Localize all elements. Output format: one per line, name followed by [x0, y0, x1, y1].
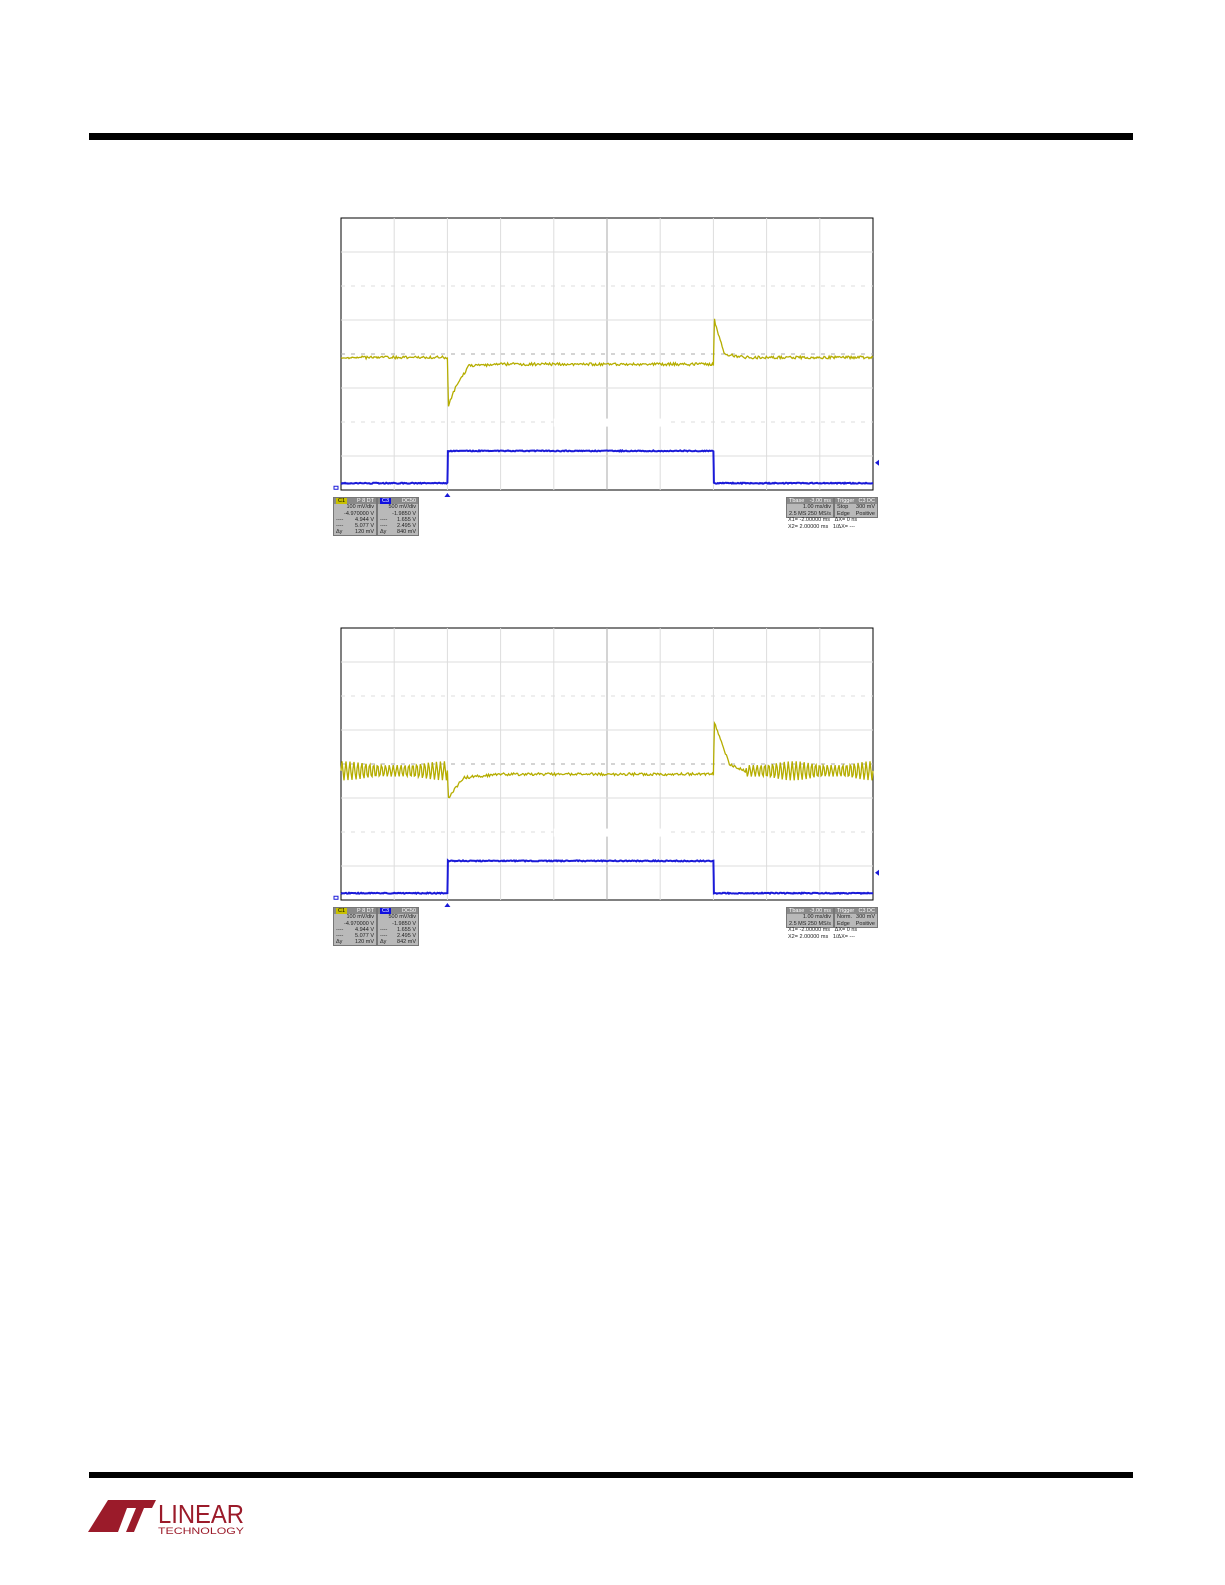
c1-dy: 120 mV	[355, 529, 374, 535]
c3-ground-marker-icon	[334, 486, 338, 489]
c3-dy: 840 mV	[397, 529, 416, 535]
top-rule	[89, 133, 1133, 140]
linear-technology-logo: LINEAR TECHNOLOGY	[88, 1496, 248, 1541]
timebase-rate: 250 MS/s	[808, 921, 831, 927]
trigger-panel: Trigger C3 DC Norm. 300 mV Edge Positive	[834, 907, 878, 928]
c3-dy: 842 mV	[397, 939, 416, 945]
label-mask	[554, 419, 665, 427]
trigger-level-marker-icon	[875, 460, 879, 466]
logo-subtext: TECHNOLOGY	[158, 1526, 244, 1536]
c3-dy-label: Δy	[380, 529, 386, 535]
c3-dy-label: Δy	[380, 939, 386, 945]
timebase-panel: Tbase -3.00 ms 1.00 ms/div 2.5 MS 250 MS/s	[786, 497, 834, 518]
trigger-type: Edge	[837, 511, 850, 517]
scope-capture-2: C1 P 8 DT 100 mV/div -4.970000 V ---- 4.94…	[332, 622, 892, 962]
trigger-time-marker-icon	[444, 493, 450, 497]
c1-tag: C1	[336, 908, 347, 914]
timebase-samples: 2.5 MS	[789, 511, 806, 517]
c1-info-panel: C1 P 8 DT 100 mV/div -4.970000 V ---- 4.94…	[333, 497, 377, 536]
trigger-slope: Positive	[856, 511, 875, 517]
c1-tag: C1	[336, 498, 347, 504]
trigger-level-marker-icon	[875, 870, 879, 876]
c1-info-panel: C1 P 8 DT 100 mV/div -4.970000 V ---- 4.94…	[333, 907, 377, 946]
timebase-panel: Tbase -3.00 ms 1.00 ms/div 2.5 MS 250 MS/s	[786, 907, 834, 928]
scope-capture-1: C1 P 8 DT 100 mV/div -4.970000 V ---- 4.94…	[332, 212, 892, 552]
c3-info-panel: C3 DC50 500 mV/div -1.9850 V ---- 1.655 V …	[377, 907, 419, 946]
timebase-samples: 2.5 MS	[789, 921, 806, 927]
c3-ground-marker-icon	[334, 896, 338, 899]
logo-text: LINEAR	[158, 1499, 244, 1529]
cursor-readout: X1= -2.00000 ms ΔX= 0 ns X2= 2.00000 ms …	[788, 927, 857, 941]
c1-dy: 120 mV	[355, 939, 374, 945]
c1-dy-label: Δy	[336, 939, 342, 945]
timebase-rate: 250 MS/s	[808, 511, 831, 517]
label-mask	[554, 829, 665, 837]
trigger-panel: Trigger C3 DC Stop 300 mV Edge Positive	[834, 497, 878, 518]
trigger-slope: Positive	[856, 921, 875, 927]
c1-dy-label: Δy	[336, 529, 342, 535]
cursor-readout: X1= -2.00000 ms ΔX= 0 ns X2= 2.00000 ms …	[788, 517, 857, 531]
bottom-rule	[89, 1472, 1133, 1478]
trigger-time-marker-icon	[444, 903, 450, 907]
c3-info-panel: C3 DC50 500 mV/div -1.9850 V ---- 1.655 V …	[377, 497, 419, 536]
trigger-type: Edge	[837, 921, 850, 927]
